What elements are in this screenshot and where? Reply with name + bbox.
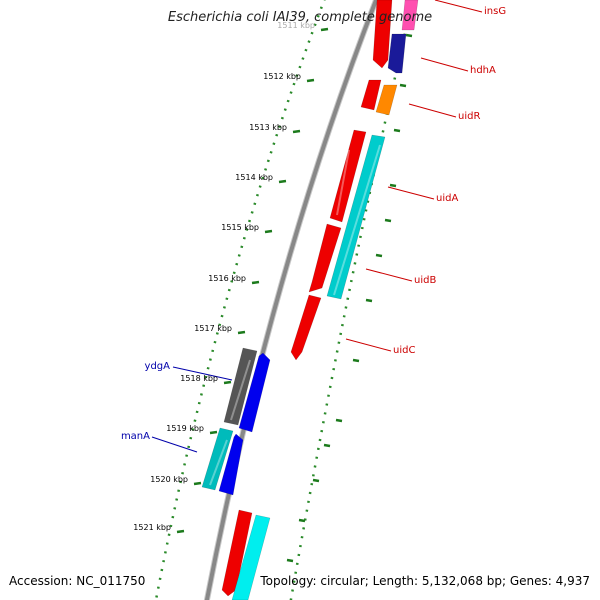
leader-line (434, 0, 483, 13)
gene-arrow-hdhA-navy[interactable] (387, 33, 407, 74)
outer-dash-mark (286, 558, 294, 563)
scale-tick-mark (209, 430, 218, 435)
gene-label-forward[interactable]: uidB (414, 275, 436, 286)
accession-text: Accession: NC_011750 (9, 574, 146, 588)
leader-line (420, 57, 469, 72)
gene-arrow-uidR-red[interactable] (360, 79, 382, 111)
outer-dash-mark (365, 298, 373, 303)
leader-line (151, 436, 198, 453)
gene-label-reverse[interactable]: manA (121, 431, 150, 442)
scale-tick-label: 1517 kbp (194, 324, 232, 333)
scale-tick-mark (292, 129, 301, 134)
scale-tick-label: 1520 kbp (150, 475, 188, 484)
outer-dash-mark (323, 443, 331, 448)
scale-tick-mark (193, 481, 202, 486)
outer-dash-mark (389, 183, 397, 188)
map-title: Escherichia coli IAI39, complete genome (167, 10, 433, 25)
gene-arrow-bottom-cyan[interactable] (231, 514, 271, 600)
outer-dash-mark (384, 218, 392, 223)
gene-label-forward[interactable]: uidA (436, 193, 458, 204)
outer-dash-mark (405, 33, 413, 38)
leader-line (172, 366, 233, 381)
outer-dash-mark (399, 83, 407, 88)
gene-arrow-uidA-red[interactable] (329, 129, 367, 223)
scale-dotted-line (154, 0, 326, 600)
scale-tick-mark (237, 330, 246, 335)
gene-label-forward[interactable]: insG (484, 6, 506, 17)
scale-tick-mark (306, 78, 315, 83)
backbone-line (204, 0, 379, 600)
arrow-highlight (230, 359, 251, 421)
gene-label-forward[interactable]: uidR (458, 111, 480, 122)
scale-tick-mark (251, 280, 260, 285)
gene-label-forward[interactable]: hdhA (470, 65, 496, 76)
gene-features-layer (201, 0, 419, 600)
gene-arrow-manA-cyan[interactable] (201, 427, 234, 491)
outer-dash-mark (393, 128, 401, 133)
gene-arrow-uidC-red[interactable] (290, 294, 322, 361)
gene-label-reverse[interactable]: ydgA (145, 361, 171, 372)
gene-arrow-manA-blue[interactable] (218, 433, 244, 496)
outer-dash-mark (352, 358, 360, 363)
backbone-layer (203, 0, 380, 600)
arrow-highlight (209, 439, 228, 486)
outer-dash-mark (375, 253, 383, 258)
scale-tick-label: 1511 kbp (277, 21, 315, 30)
scale-tick-label: 1513 kbp (249, 123, 287, 132)
gene-arrow-uidR-orange[interactable] (375, 84, 398, 116)
gene-arrow-uidB-red[interactable] (308, 223, 342, 293)
gene-arrow-ydgA-grey[interactable] (223, 347, 258, 426)
gene-label-forward[interactable]: uidC (393, 345, 415, 356)
gene-arrow-insG-pink[interactable] (401, 0, 419, 31)
tick-dots-layer (154, 0, 414, 600)
scale-tick-label: 1512 kbp (263, 72, 301, 81)
outer-dash-mark (298, 518, 306, 523)
scale-tick-mark (278, 179, 287, 184)
scale-ticks-layer: 1511 kbp 1512 kbp 1513 kbp 1514 kbp 1515 kbp… (133, 21, 329, 534)
scale-tick-label: 1516 kbp (208, 274, 246, 283)
outer-dash-mark (312, 478, 320, 483)
gene-arrow-ydgA-blue[interactable] (238, 352, 271, 433)
arrow-highlight (333, 144, 381, 296)
leader-line (345, 338, 392, 352)
scale-tick-mark (223, 380, 232, 385)
backbone-shadow (203, 0, 380, 600)
genome-summary-text: Topology: circular; Length: 5,132,068 bp… (260, 574, 590, 588)
scale-tick-label: 1515 kbp (221, 223, 259, 232)
leader-line (408, 103, 457, 118)
leader-line (387, 186, 435, 200)
scale-tick-label: 1518 kbp (180, 374, 218, 383)
scale-tick-mark (320, 27, 329, 32)
scale-tick-label: 1514 kbp (235, 173, 273, 182)
scale-tick-mark (176, 529, 185, 534)
gene-labels-layer: insG hdhA uidR uidA uidB uidC ydgA manA (121, 0, 506, 453)
leader-line (365, 268, 413, 282)
gene-arrow-bottom-red[interactable] (221, 509, 253, 597)
arrow-highlight (336, 149, 350, 216)
outer-dash-mark (335, 418, 343, 423)
gene-arrow-insG-red[interactable] (372, 0, 393, 69)
gene-arrow-uidB-cyan[interactable] (326, 134, 386, 300)
scale-tick-mark (264, 229, 273, 234)
scale-tick-label: 1519 kbp (166, 424, 204, 433)
scale-tick-label: 1521 kbp (133, 523, 171, 532)
